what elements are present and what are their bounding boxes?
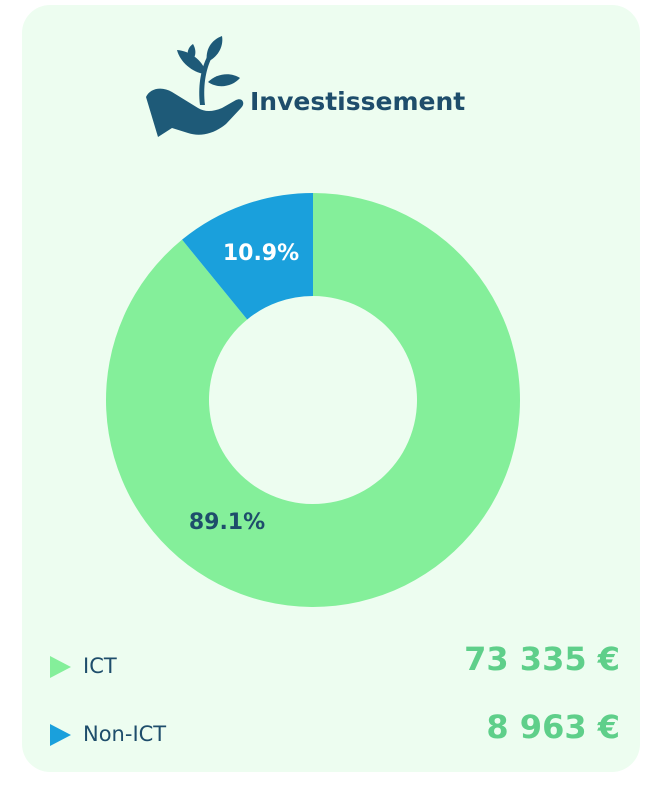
amount: 73 335 € (464, 640, 620, 678)
legend-marker (50, 656, 71, 678)
donut-slice (182, 193, 313, 320)
card (22, 5, 640, 772)
slice-label: 89.1% (189, 510, 265, 535)
donut-slice (106, 193, 521, 607)
legend-label: ICT (83, 654, 117, 678)
chart-title: Investissement (250, 87, 465, 116)
amount: 8 963 € (486, 708, 620, 746)
legend-label: Non-ICT (83, 722, 166, 746)
slice-label: 10.9% (223, 241, 299, 266)
investment-icon (146, 36, 244, 137)
legend-marker (50, 724, 71, 746)
